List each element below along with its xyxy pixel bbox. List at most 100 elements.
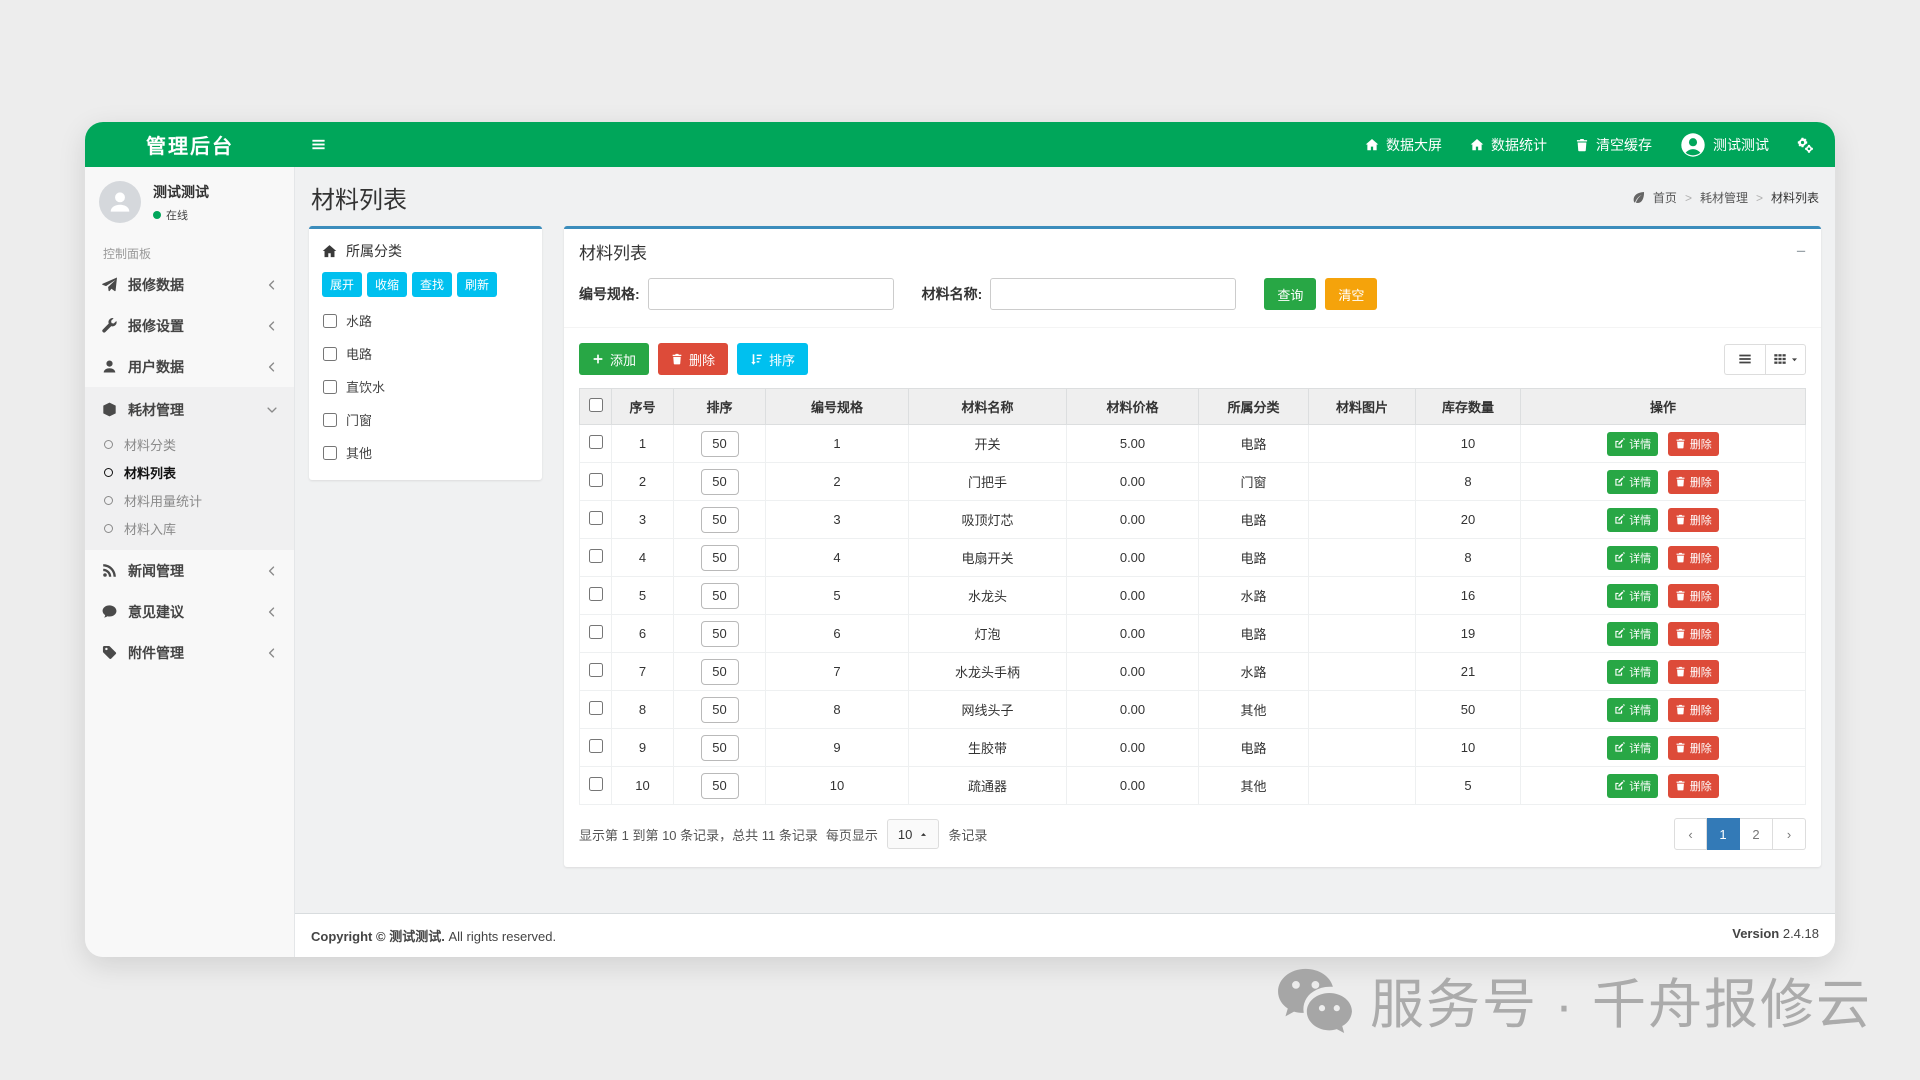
cell-seq: 6 <box>611 614 674 653</box>
code-spec-input[interactable] <box>647 278 894 310</box>
row-sort-input[interactable] <box>700 582 739 609</box>
row-delete-button[interactable]: 删除 <box>1667 469 1719 494</box>
sidebar-subitem-material-usage-stats[interactable]: 材料用量统计 <box>85 486 294 514</box>
row-sort-input[interactable] <box>700 544 739 571</box>
category-item-doors-windows[interactable]: 门窗 <box>323 410 528 429</box>
nav-item-label: 清空缓存 <box>1596 136 1652 153</box>
row-checkbox[interactable] <box>588 587 603 601</box>
sidebar-item-news-mgmt[interactable]: 新闻管理 <box>85 550 294 591</box>
row-delete-button[interactable]: 删除 <box>1667 583 1719 608</box>
select-all-checkbox[interactable] <box>588 398 603 412</box>
row-delete-button[interactable]: 删除 <box>1667 431 1719 456</box>
sidebar-item-user-data[interactable]: 用户数据 <box>85 346 294 387</box>
nav-item-data-stats[interactable]: 数据统计 <box>1456 122 1561 167</box>
breadcrumb-consumable-mgmt[interactable]: 耗材管理 <box>1699 191 1748 205</box>
row-checkbox[interactable] <box>588 511 603 525</box>
row-checkbox[interactable] <box>588 473 603 487</box>
cell-image <box>1308 424 1416 463</box>
category-checkbox[interactable] <box>323 445 337 460</box>
prev-page-button[interactable]: ‹ <box>1674 818 1707 850</box>
collapse-card-button[interactable]: − <box>1796 242 1806 261</box>
category-item-drinking-water[interactable]: 直饮水 <box>323 377 528 396</box>
cell-seq: 8 <box>611 690 674 729</box>
next-page-button[interactable]: › <box>1773 818 1806 850</box>
page-size-dropdown[interactable]: 10 <box>886 819 940 849</box>
collapse-button[interactable]: 收缩 <box>367 272 408 297</box>
sidebar-item-repair-data[interactable]: 报修数据 <box>85 264 294 305</box>
category-item-water[interactable]: 水路 <box>323 311 528 330</box>
sidebar-item-attachments[interactable]: 附件管理 <box>85 632 294 673</box>
row-delete-button[interactable]: 删除 <box>1667 697 1719 722</box>
detail-button[interactable]: 详情 <box>1607 545 1659 570</box>
sidebar-toggle-button[interactable] <box>295 122 341 167</box>
row-delete-button[interactable]: 删除 <box>1667 659 1719 684</box>
row-checkbox[interactable] <box>588 663 603 677</box>
material-name-input[interactable] <box>990 278 1237 310</box>
sidebar-subitem-material-inbound[interactable]: 材料入库 <box>85 514 294 542</box>
row-checkbox[interactable] <box>588 435 603 449</box>
category-checkbox[interactable] <box>323 379 337 394</box>
detail-button[interactable]: 详情 <box>1607 697 1659 722</box>
row-checkbox[interactable] <box>588 777 603 791</box>
row-delete-button[interactable]: 删除 <box>1667 621 1719 646</box>
row-sort-input[interactable] <box>700 620 739 647</box>
sidebar-item-repair-settings[interactable]: 报修设置 <box>85 305 294 346</box>
detail-button[interactable]: 详情 <box>1607 773 1659 798</box>
row-checkbox[interactable] <box>588 739 603 753</box>
row-delete-button[interactable]: 删除 <box>1667 735 1719 760</box>
category-checkbox[interactable] <box>323 346 337 361</box>
row-sort-input[interactable] <box>700 772 739 799</box>
row-checkbox[interactable] <box>588 625 603 639</box>
columns-dropdown-button[interactable] <box>1765 343 1806 375</box>
row-sort-input[interactable] <box>700 506 739 533</box>
cell-actions: 详情 删除 <box>1520 538 1806 577</box>
detail-button[interactable]: 详情 <box>1607 659 1659 684</box>
row-delete-button[interactable]: 删除 <box>1667 507 1719 532</box>
page-button-1[interactable]: 1 <box>1707 818 1740 850</box>
row-sort-input[interactable] <box>700 658 739 685</box>
sidebar-item-consumable-mgmt[interactable]: 耗材管理 <box>85 389 294 430</box>
detail-button[interactable]: 详情 <box>1607 583 1659 608</box>
detail-button[interactable]: 详情 <box>1607 621 1659 646</box>
cell-name: 灯泡 <box>908 614 1067 653</box>
edit-icon <box>1614 552 1625 563</box>
row-sort-input[interactable] <box>700 696 739 723</box>
detail-button[interactable]: 详情 <box>1607 735 1659 760</box>
nav-settings-button[interactable] <box>1783 122 1827 167</box>
category-checkbox[interactable] <box>323 412 337 427</box>
find-button[interactable]: 查找 <box>412 272 453 297</box>
refresh-button[interactable]: 刷新 <box>457 272 498 297</box>
user-circle-icon <box>1680 132 1706 158</box>
nav-user-menu[interactable]: 测试测试 <box>1666 122 1783 167</box>
page-button-2[interactable]: 2 <box>1740 818 1773 850</box>
expand-button[interactable]: 展开 <box>322 272 363 297</box>
nav-item-data-screen[interactable]: 数据大屏 <box>1351 122 1456 167</box>
add-button[interactable]: 添加 <box>579 343 650 375</box>
detail-button[interactable]: 详情 <box>1607 469 1659 494</box>
sidebar-item-feedback[interactable]: 意见建议 <box>85 591 294 632</box>
category-item-other[interactable]: 其他 <box>323 443 528 462</box>
version-value: 2.4.18 <box>1782 926 1819 941</box>
sort-button[interactable]: 排序 <box>737 343 809 375</box>
nav-item-clear-cache[interactable]: 清空缓存 <box>1561 122 1666 167</box>
detail-button[interactable]: 详情 <box>1607 507 1659 532</box>
edit-icon <box>1614 704 1625 715</box>
sidebar-subitem-material-list[interactable]: 材料列表 <box>85 458 294 486</box>
detail-button[interactable]: 详情 <box>1607 431 1659 456</box>
sidebar-subitem-material-category[interactable]: 材料分类 <box>85 430 294 458</box>
row-checkbox[interactable] <box>588 701 603 715</box>
toggle-list-view-button[interactable] <box>1724 343 1765 375</box>
category-checkbox[interactable] <box>323 313 337 328</box>
row-sort-input[interactable] <box>700 430 739 457</box>
row-delete-button[interactable]: 删除 <box>1667 773 1719 798</box>
category-item-electric[interactable]: 电路 <box>323 344 528 363</box>
row-sort-input[interactable] <box>700 734 739 761</box>
row-delete-button[interactable]: 删除 <box>1667 545 1719 570</box>
search-button[interactable]: 查询 <box>1264 278 1317 310</box>
breadcrumb-home[interactable]: 首页 <box>1652 191 1677 205</box>
row-checkbox[interactable] <box>588 549 603 563</box>
cell-category: 电路 <box>1198 424 1309 463</box>
clear-button[interactable]: 清空 <box>1325 278 1378 310</box>
bulk-delete-button[interactable]: 删除 <box>658 343 729 375</box>
row-sort-input[interactable] <box>700 468 739 495</box>
